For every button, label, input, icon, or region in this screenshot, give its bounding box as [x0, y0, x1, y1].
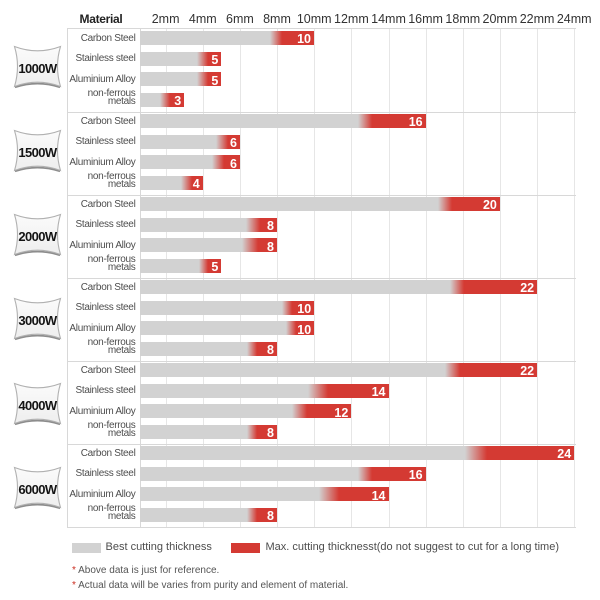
svg-text:6000W: 6000W — [18, 481, 58, 496]
svg-text:1500W: 1500W — [18, 145, 58, 160]
svg-text:4000W: 4000W — [18, 397, 58, 412]
svg-text:3000W: 3000W — [18, 313, 58, 328]
svg-text:1000W: 1000W — [18, 60, 58, 75]
svg-text:2000W: 2000W — [18, 229, 58, 244]
